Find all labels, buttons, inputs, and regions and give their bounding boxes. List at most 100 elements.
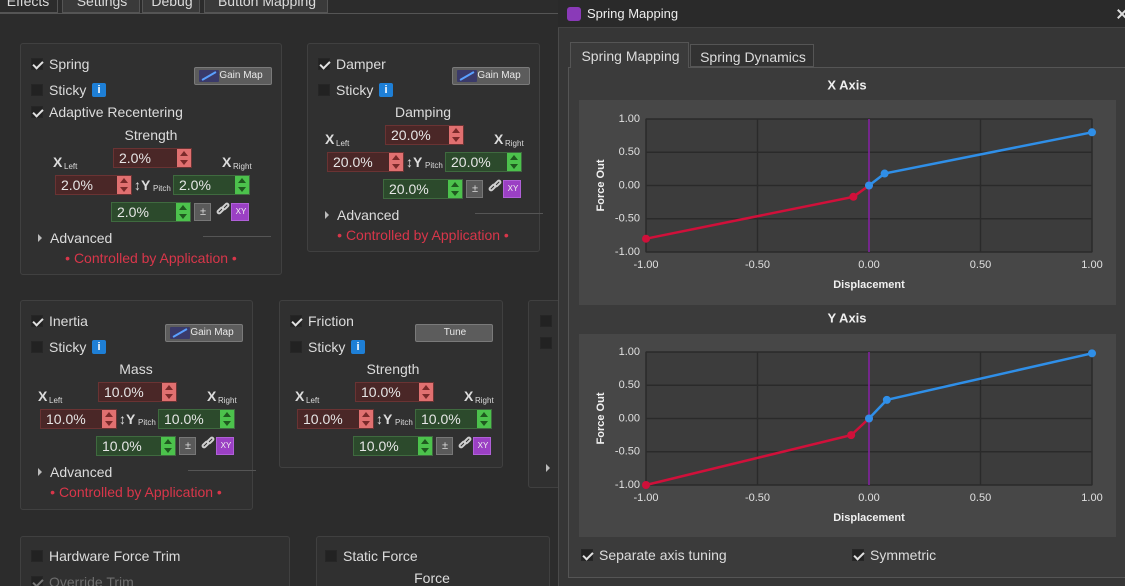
checkbox-label: Sticky	[49, 82, 87, 98]
button[interactable]: Gain Map	[165, 324, 243, 342]
checkbox[interactable]	[31, 58, 43, 70]
spin-up	[164, 439, 172, 444]
group-box	[316, 536, 550, 586]
spin-buttons[interactable]	[102, 410, 116, 428]
checkbox[interactable]	[31, 341, 43, 353]
spin-buttons[interactable]	[507, 153, 521, 171]
button[interactable]: Gain Map	[452, 67, 530, 85]
spin-box[interactable]: 10.0%	[96, 436, 176, 456]
info-icon[interactable]: i	[92, 83, 106, 97]
checkbox[interactable]	[852, 549, 864, 561]
spin-box[interactable]: 10.0%	[297, 409, 374, 429]
spin-value: 10.0%	[361, 384, 401, 400]
tab-pane	[568, 67, 1125, 578]
expand-arrow[interactable]	[325, 211, 329, 219]
spin-down	[480, 421, 488, 426]
spin-value: 2.0%	[61, 177, 93, 193]
tool-button[interactable]: XY	[231, 203, 249, 221]
checkbox[interactable]	[31, 315, 43, 327]
button-label: Gain Map	[477, 70, 521, 81]
spin-buttons[interactable]	[176, 203, 190, 221]
tool-button[interactable]: XY	[216, 437, 234, 455]
checkbox[interactable]	[31, 106, 43, 118]
tab[interactable]: Spring Mapping	[570, 42, 689, 68]
tool-label: ±	[199, 206, 207, 218]
tool-button[interactable]: ±	[194, 203, 211, 221]
tool-label: ±	[441, 440, 449, 452]
spin-buttons[interactable]	[235, 176, 249, 194]
checkbox[interactable]	[290, 341, 302, 353]
spin-buttons[interactable]	[449, 126, 463, 144]
tab[interactable]: Spring Dynamics	[690, 44, 814, 67]
spin-value: 2.0%	[179, 177, 211, 193]
spin-box[interactable]: 2.0%	[173, 175, 250, 195]
spin-box[interactable]: 2.0%	[55, 175, 132, 195]
tab[interactable]: Settings	[62, 0, 140, 13]
expand-arrow	[546, 464, 550, 472]
info-icon[interactable]: i	[351, 340, 365, 354]
spin-up	[451, 182, 459, 187]
expand-arrow[interactable]	[38, 234, 42, 242]
expand-arrow[interactable]	[38, 468, 42, 476]
spin-box[interactable]: 20.0%	[383, 179, 463, 199]
tool-button[interactable]: XY	[503, 180, 521, 198]
spin-buttons[interactable]	[162, 383, 176, 401]
spin-box[interactable]: 10.0%	[355, 382, 434, 402]
spin-buttons[interactable]	[448, 180, 462, 198]
spin-buttons[interactable]	[161, 437, 175, 455]
spin-box[interactable]: 10.0%	[98, 382, 177, 402]
spin-box[interactable]: 20.0%	[327, 152, 404, 172]
spin-buttons[interactable]	[418, 437, 432, 455]
spin-box[interactable]: 10.0%	[40, 409, 117, 429]
info-glyph: i	[97, 84, 101, 96]
advanced-label[interactable]: Advanced	[50, 464, 113, 480]
spin-buttons[interactable]	[359, 410, 373, 428]
spin-buttons[interactable]	[389, 153, 403, 171]
info-icon[interactable]: i	[92, 340, 106, 354]
checkbox[interactable]	[540, 337, 552, 349]
checkbox[interactable]	[318, 58, 330, 70]
spin-buttons[interactable]	[117, 176, 131, 194]
tool-button[interactable]: XY	[473, 437, 491, 455]
spin-box[interactable]: 2.0%	[113, 148, 192, 168]
spin-box[interactable]: 10.0%	[415, 409, 492, 429]
tool-button[interactable]: ±	[179, 437, 196, 455]
checkbox[interactable]	[581, 549, 593, 561]
spin-box[interactable]: 20.0%	[385, 125, 464, 145]
spin-up	[105, 412, 113, 417]
advanced-label[interactable]: Advanced	[337, 207, 400, 223]
info-icon[interactable]: i	[379, 83, 393, 97]
tool-button[interactable]: ±	[466, 180, 483, 198]
spin-buttons[interactable]	[419, 383, 433, 401]
checkbox[interactable]	[540, 315, 552, 327]
axis-label: X	[222, 154, 232, 170]
checkbox[interactable]	[290, 315, 302, 327]
app-icon	[567, 7, 581, 21]
spin-down	[120, 187, 128, 192]
checkbox[interactable]	[31, 550, 43, 562]
spin-buttons[interactable]	[220, 410, 234, 428]
axis-label: ↕Y	[119, 411, 136, 427]
button[interactable]: Tune	[415, 324, 493, 342]
checkbox[interactable]	[31, 84, 43, 96]
spin-down	[238, 187, 246, 192]
spin-box[interactable]: 10.0%	[353, 436, 433, 456]
spin-value: 10.0%	[303, 411, 343, 427]
spin-value: 10.0%	[359, 438, 399, 454]
tab-label: Debug	[151, 0, 193, 9]
spin-buttons[interactable]	[177, 149, 191, 167]
spin-box[interactable]: 10.0%	[158, 409, 235, 429]
tab[interactable]: Button Mapping	[204, 0, 328, 13]
spin-box[interactable]: 2.0%	[111, 202, 191, 222]
tab[interactable]: Debug	[142, 0, 200, 13]
advanced-label[interactable]: Advanced	[50, 230, 113, 246]
axis-label: X	[207, 388, 217, 404]
button[interactable]: Gain Map	[194, 67, 272, 85]
checkbox[interactable]	[31, 576, 43, 586]
spin-box[interactable]: 20.0%	[445, 152, 522, 172]
tab[interactable]: Effects	[0, 0, 58, 13]
tool-button[interactable]: ±	[436, 437, 453, 455]
checkbox[interactable]	[318, 84, 330, 96]
spin-buttons[interactable]	[477, 410, 491, 428]
checkbox[interactable]	[325, 550, 337, 562]
